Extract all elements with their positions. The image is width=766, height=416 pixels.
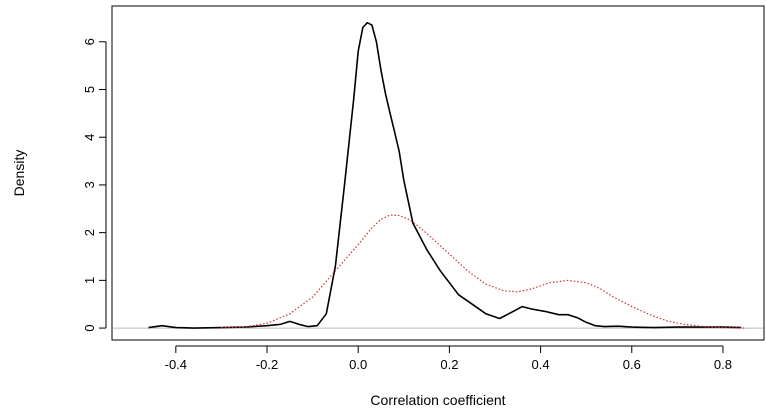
x-tick-label: 0.6 xyxy=(623,357,641,372)
y-tick-label: 3 xyxy=(82,181,97,188)
x-axis: -0.4 -0.2 0.0 0.2 0.4 0.6 0.8 xyxy=(165,345,732,372)
x-tick-label: 0.8 xyxy=(714,357,732,372)
y-axis-title: Density xyxy=(11,150,27,197)
series-layer xyxy=(148,21,746,329)
x-tick-label: 0.0 xyxy=(349,357,367,372)
x-tick-label: 0.2 xyxy=(440,357,458,372)
series-line-dotted xyxy=(221,214,746,329)
x-axis-title: Correlation coefficient xyxy=(370,392,505,408)
plot-frame xyxy=(111,5,765,341)
y-tick-label: 1 xyxy=(82,277,97,284)
y-tick-label: 4 xyxy=(82,134,97,141)
series-line-solid xyxy=(148,21,742,329)
y-tick-label: 0 xyxy=(82,324,97,331)
x-tick-label: -0.4 xyxy=(165,357,187,372)
y-tick-label: 2 xyxy=(82,229,97,236)
y-axis: 0 1 2 3 4 5 6 xyxy=(82,38,107,332)
x-tick-label: 0.4 xyxy=(532,357,550,372)
y-tick-label: 6 xyxy=(82,38,97,45)
x-tick-label: -0.2 xyxy=(256,357,278,372)
y-tick-label: 5 xyxy=(82,86,97,93)
